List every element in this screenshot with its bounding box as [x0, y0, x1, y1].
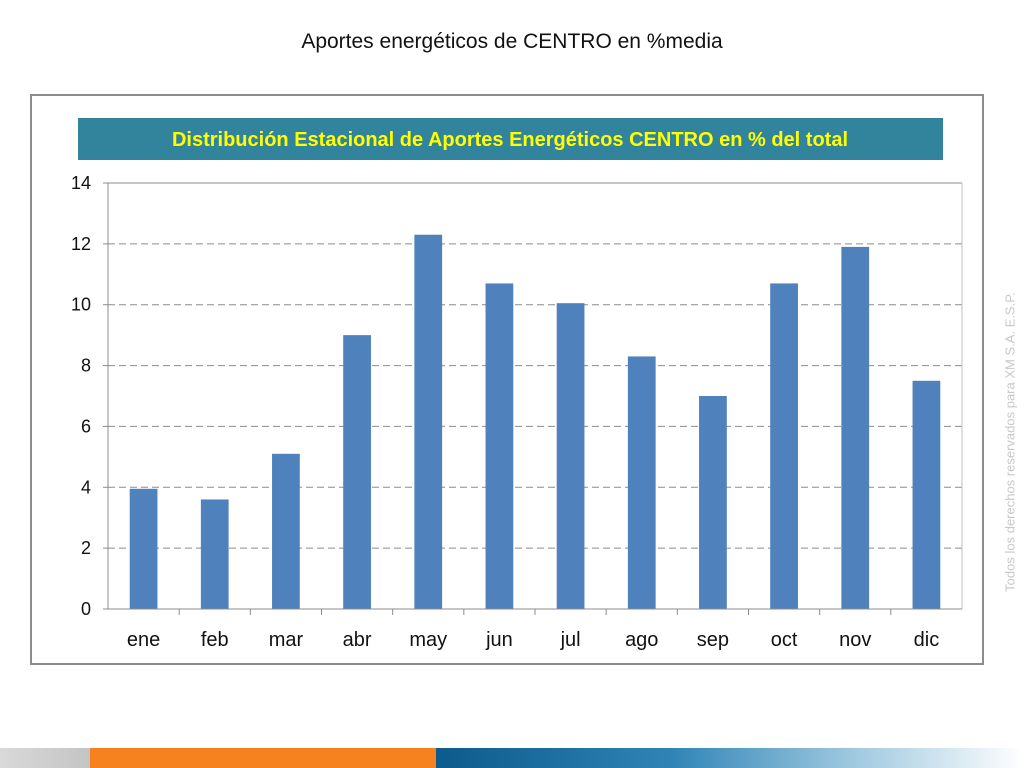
x-tick-label-dic: dic — [914, 629, 940, 651]
y-tick-label: 6 — [81, 416, 91, 436]
bar-feb — [200, 499, 229, 609]
x-tick-label-abr: abr — [343, 629, 372, 651]
bar-ene — [129, 488, 158, 609]
x-tick-label-oct: oct — [771, 629, 798, 651]
chart-title: Distribución Estacional de Aportes Energ… — [172, 129, 848, 151]
footer-blue-segment — [436, 748, 1024, 768]
x-tick-label-feb: feb — [201, 629, 229, 651]
y-tick-label: 14 — [71, 173, 91, 193]
footer-orange-segment — [90, 748, 436, 768]
bar-sep — [699, 396, 727, 609]
y-tick-label: 12 — [71, 234, 91, 254]
x-tick-label-jun: jun — [485, 629, 513, 651]
x-tick-label-jul: jul — [560, 629, 581, 651]
copyright-note: Todos los derechos reservados para XM S.… — [1002, 292, 1018, 592]
bar-jun — [485, 283, 514, 609]
bar-oct — [770, 283, 798, 609]
bar-abr — [343, 335, 371, 609]
y-tick-label: 10 — [71, 295, 91, 315]
x-tick-label-mar: mar — [269, 629, 304, 651]
chart-frame: Distribución Estacional de Aportes Energ… — [30, 94, 984, 665]
x-tick-labels: ene feb mar abr may jun jul ago sep oct nov dic — [127, 629, 939, 651]
chart-title-band — [78, 118, 943, 160]
footer-bar — [0, 748, 1024, 768]
bar-chart: Distribución Estacional de Aportes Energ… — [71, 118, 963, 651]
y-tick-label: 4 — [81, 477, 91, 497]
gridlines — [103, 182, 963, 610]
bar-nov — [841, 246, 870, 609]
y-tick-labels: 0 2 4 6 8 10 12 14 — [71, 173, 91, 619]
axes — [107, 183, 962, 615]
slide-title: Aportes energéticos de CENTRO en %media — [301, 30, 723, 53]
x-tick-label-may: may — [409, 629, 447, 651]
y-tick-label: 0 — [81, 599, 91, 619]
x-tick-label-ago: ago — [625, 629, 658, 651]
y-tick-label: 8 — [81, 356, 91, 376]
x-tick-label-ene: ene — [127, 629, 160, 651]
x-tick-label-nov: nov — [839, 629, 871, 651]
y-tick-label: 2 — [81, 538, 91, 558]
bar-ago — [627, 356, 656, 609]
bar-dic — [912, 380, 941, 609]
x-tick-label-sep: sep — [697, 629, 729, 651]
footer-gray-segment — [0, 748, 90, 768]
bar-may — [414, 234, 443, 609]
bar-mar — [272, 453, 300, 609]
bars — [129, 234, 941, 609]
bar-jul — [556, 303, 585, 609]
